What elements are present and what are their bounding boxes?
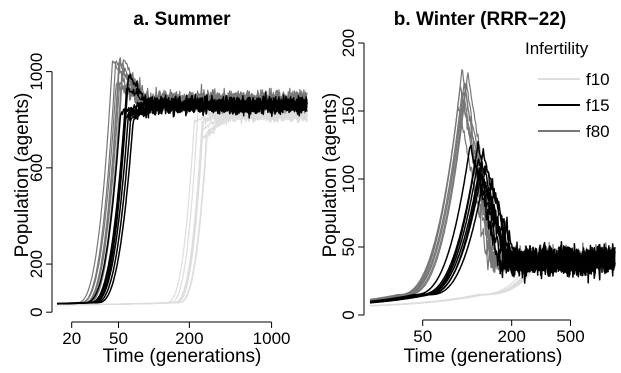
series-f15-run-7 bbox=[57, 94, 308, 305]
x-tick-label: 20 bbox=[62, 329, 81, 348]
series-f15-run-2 bbox=[57, 95, 308, 305]
series-f15-run-8 bbox=[370, 174, 616, 304]
legend-label-f80: f80 bbox=[586, 122, 610, 141]
panel-b-title: b. Winter (RRR−22) bbox=[394, 9, 566, 30]
y-tick-label: 150 bbox=[339, 97, 358, 125]
legend-label-f15: f15 bbox=[586, 96, 610, 115]
panel-a-axes: 20 50 200 1000 0 200 600 1000 bbox=[27, 53, 290, 348]
x-tick-label: 200 bbox=[498, 327, 526, 346]
x-tick-label: 200 bbox=[175, 329, 203, 348]
legend-title: Infertility bbox=[525, 39, 589, 58]
y-tick-label: 100 bbox=[339, 165, 358, 193]
series-f10-run-3 bbox=[57, 104, 308, 306]
series-f10-run-1 bbox=[57, 105, 308, 306]
panel-b-series bbox=[369, 68, 616, 307]
x-tick-label: 1000 bbox=[253, 329, 291, 348]
panel-a-x-axis-label: Time (generations) bbox=[103, 346, 262, 367]
panel-b-axes: 50 200 500 0 50 100 150 200 bbox=[339, 29, 585, 346]
panel-a-y-axis-label: Population (agents) bbox=[12, 93, 33, 258]
series-f10-run-8 bbox=[56, 106, 308, 306]
panel-a-series bbox=[56, 57, 308, 306]
series-f10-run-5 bbox=[57, 106, 308, 306]
panel-b-y-axis-label: Population (agents) bbox=[320, 93, 341, 258]
series-f10-run-2 bbox=[57, 106, 308, 306]
panel-b-winter: b. Winter (RRR−22) Population (agents) T… bbox=[320, 9, 616, 367]
x-tick-label: 50 bbox=[413, 327, 432, 346]
legend-label-f10: f10 bbox=[586, 70, 610, 89]
y-tick-label: 0 bbox=[339, 310, 358, 319]
x-tick-label: 500 bbox=[556, 327, 584, 346]
y-tick-label: 600 bbox=[27, 154, 46, 182]
x-tick-label: 50 bbox=[109, 329, 128, 348]
panel-a-summer: a. Summer Population (agents) Time (gene… bbox=[12, 9, 308, 367]
series-f15-run-8 bbox=[57, 94, 308, 305]
series-f10-run-6 bbox=[57, 106, 308, 306]
y-tick-label: 1000 bbox=[27, 53, 46, 91]
y-tick-label: 200 bbox=[27, 250, 46, 278]
y-tick-label: 200 bbox=[339, 29, 358, 57]
series-f15-run-3 bbox=[57, 95, 308, 305]
y-tick-label: 50 bbox=[339, 238, 358, 257]
series-f15-run-5 bbox=[57, 94, 308, 305]
series-f10-run-4 bbox=[57, 107, 308, 306]
panel-b-legend: Infertility f10 f15 f80 bbox=[525, 39, 610, 141]
series-f15-run-6 bbox=[57, 94, 308, 305]
panel-a-title: a. Summer bbox=[133, 9, 231, 30]
y-tick-label: 0 bbox=[27, 307, 46, 316]
series-f10-run-7 bbox=[57, 107, 308, 306]
panel-b-x-axis-label: Time (generations) bbox=[404, 346, 563, 367]
